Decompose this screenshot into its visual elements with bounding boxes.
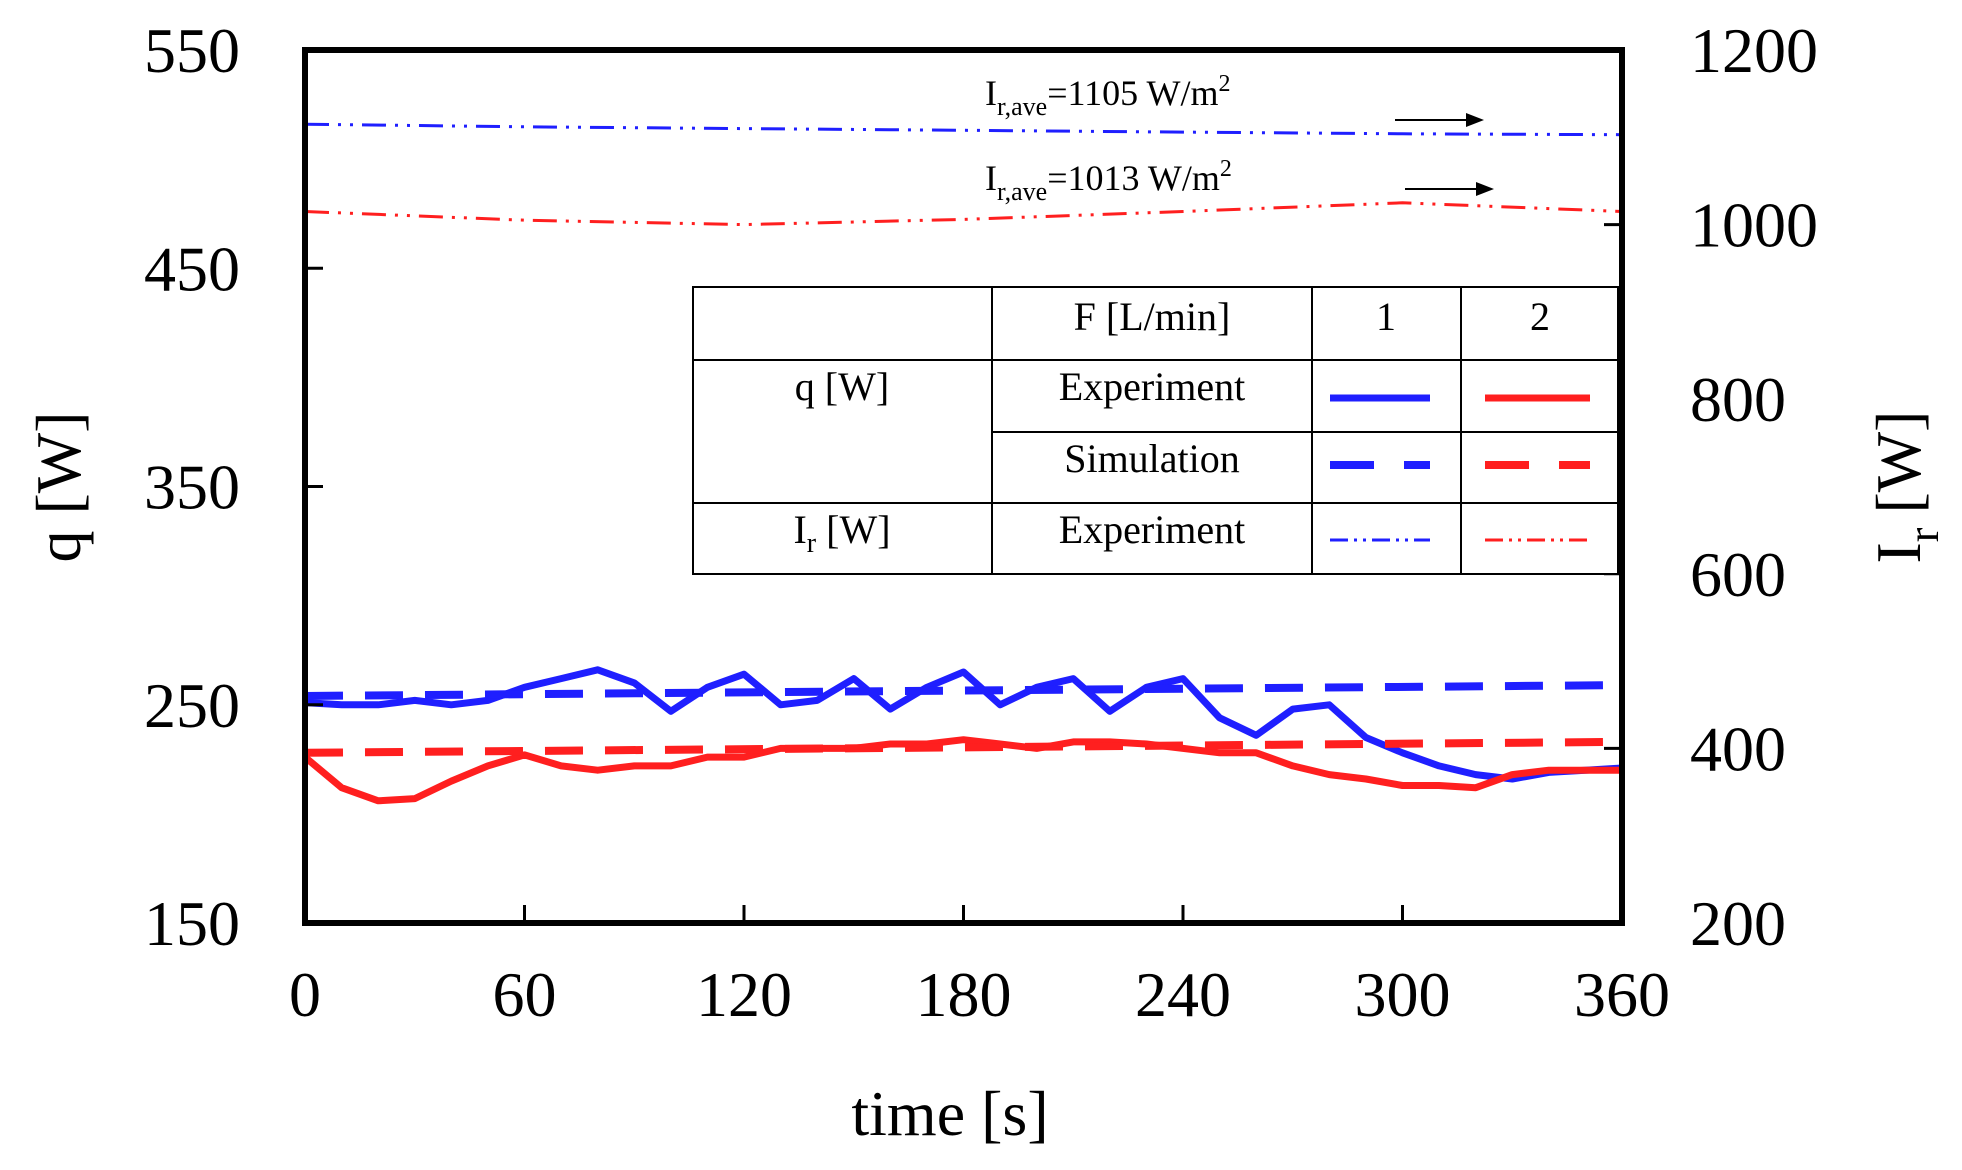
x-tick-label: 360 [1574,959,1670,1030]
y-axis-left-title: q [W] [23,411,94,562]
y-axis-right-title-sub: r [1899,527,1948,542]
annotation-ir-ave-1: Ir,ave=1105 W/m2 [985,71,1484,127]
legend-row-ir-unit: [W] [816,507,890,552]
y-right-tick-label: 1200 [1690,15,1818,86]
x-axis-title: time [s] [851,1078,1048,1149]
annotation-1-sup: 2 [1219,71,1231,97]
series-line-4 [304,122,1623,137]
annotation-2-sub: r,ave [997,177,1047,206]
series-line-0 [304,666,1623,783]
annotation-1-value: =1105 W/m [1047,73,1218,113]
legend-row-ir-sub: r [807,528,817,559]
x-tick-label: 300 [1355,959,1451,1030]
annotation-1-text: Ir,ave=1105 W/m2 [985,71,1231,121]
y-left-tick-label: 250 [144,670,240,741]
annotation-2-value: =1013 W/m [1047,158,1220,198]
legend-row-2-type: Simulation [1064,436,1240,481]
legend-row-1-type: Experiment [1059,364,1246,409]
y-axis-left: 150 250 350 450 550 [144,15,323,959]
legend-row-ir-main: I [793,507,806,552]
y-right-tick-label: 200 [1690,888,1786,959]
annotation-1-main: I [985,73,997,113]
annotation-2-text: Ir,ave=1013 W/m2 [985,156,1232,206]
annotation-1-arrow-head [1466,113,1484,127]
legend-header-f1: 1 [1376,294,1396,339]
legend-header-flow: F [L/min] [1074,294,1231,339]
annotation-2-sup: 2 [1220,156,1232,182]
legend-header-f2: 2 [1530,294,1550,339]
series-line-2 [304,681,1623,700]
annotation-2-main: I [985,158,997,198]
series-line-1 [302,736,1622,805]
legend-box [692,286,1619,575]
legend-row-ir-label: Ir [W] [793,507,890,559]
y-right-tick-label: 600 [1690,539,1786,610]
legend-line-samples [1330,394,1590,542]
y-left-tick-label: 550 [144,15,240,86]
y-right-tick-label: 800 [1690,364,1786,435]
y-left-tick-label: 350 [144,452,240,523]
x-tick-label: 0 [289,959,321,1030]
annotation-1-sub: r,ave [997,92,1047,121]
y-left-tick-label: 150 [144,888,240,959]
y-axis-right: 200 400 600 800 1000 1200 [1604,15,1818,959]
y-left-tick-label: 450 [144,233,240,304]
x-tick-label: 60 [493,959,557,1030]
annotation-2-arrow-head [1476,182,1494,196]
series-line-3 [304,737,1623,757]
y-axis-right-title-main: I [1863,542,1934,563]
y-axis-right-title: Ir [W] [1863,411,1948,564]
x-axis: 0 60 120 180 240 300 360 [289,905,1670,1030]
x-tick-label: 180 [916,959,1012,1030]
series-line-5 [304,201,1623,227]
legend-row-q-label: q [W] [795,364,889,409]
plot-marks [302,122,1623,805]
annotation-ir-ave-2: Ir,ave=1013 W/m2 [985,156,1494,206]
y-right-tick-label: 400 [1690,713,1786,784]
legend-table: F [L/min] 1 2 q [W] Experiment Simulatio… [692,286,1619,575]
y-right-tick-label: 1000 [1690,190,1818,261]
y-axis-right-title-unit: [W] [1863,411,1934,514]
x-tick-label: 240 [1135,959,1231,1030]
legend-row-3-type: Experiment [1059,507,1246,552]
x-tick-label: 120 [696,959,792,1030]
